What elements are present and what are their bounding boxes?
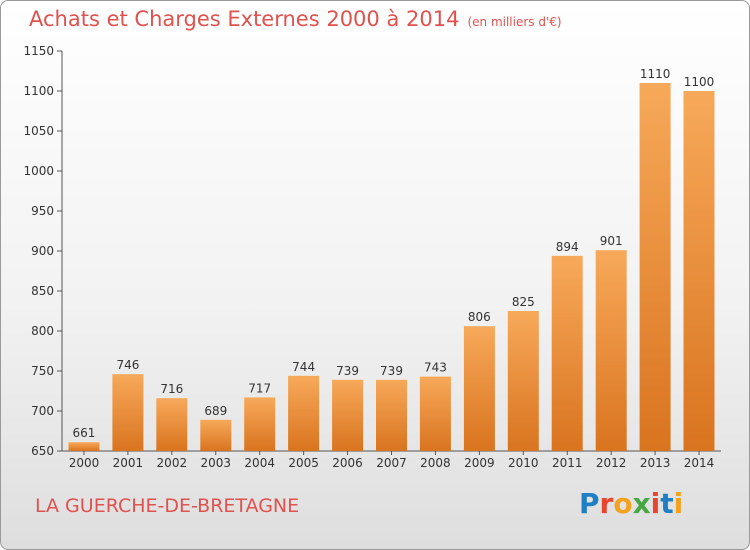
x-tick-label: 2012 — [596, 456, 627, 470]
bars — [68, 83, 715, 451]
y-tick-label: 1150 — [23, 44, 54, 58]
y-tick-label: 650 — [31, 444, 54, 458]
logo-letter: r — [599, 487, 614, 520]
y-tick-label: 1050 — [23, 124, 54, 138]
x-tick-label: 2000 — [69, 456, 100, 470]
location-name: LA GUERCHE-DE-BRETAGNE — [35, 495, 300, 517]
y-tick-label: 950 — [31, 204, 54, 218]
logo-letter: x — [632, 487, 651, 520]
y-tick-label: 700 — [31, 404, 54, 418]
bar-2014 — [683, 91, 715, 451]
x-tick-label: 2014 — [684, 456, 715, 470]
y-tick-label: 750 — [31, 364, 54, 378]
bar-2006 — [332, 379, 364, 451]
x-tick-label: 2006 — [332, 456, 363, 470]
bar-2011 — [551, 255, 583, 451]
bar-2001 — [112, 374, 144, 451]
data-label: 746 — [116, 358, 139, 372]
data-label: 661 — [73, 426, 96, 440]
bar-2004 — [244, 397, 276, 451]
y-tick-label: 850 — [31, 284, 54, 298]
x-tick-label: 2011 — [552, 456, 583, 470]
title-unit: (en milliers d'€) — [467, 15, 562, 29]
logo-letter: P — [579, 487, 600, 520]
logo-letter: t — [660, 487, 674, 520]
bar-2008 — [419, 376, 451, 451]
x-tick-label: 2003 — [200, 456, 231, 470]
logo-letter: i — [650, 487, 661, 520]
data-label: 744 — [292, 360, 315, 374]
data-label: 894 — [556, 240, 579, 254]
title-text: Achats et Charges Externes 2000 à 2014 — [29, 7, 460, 31]
data-label: 739 — [336, 364, 359, 378]
bar-2012 — [595, 250, 627, 451]
x-tick-label: 2010 — [508, 456, 539, 470]
bar-2005 — [288, 375, 320, 451]
y-tick-label: 1000 — [23, 164, 54, 178]
x-tick-label: 2009 — [464, 456, 495, 470]
bar-2000 — [68, 442, 100, 451]
proxiti-logo: Proxiti — [579, 487, 683, 520]
logo-letter: i — [673, 487, 684, 520]
bar-2013 — [639, 83, 671, 451]
data-label: 1100 — [684, 75, 715, 89]
x-tick-label: 2004 — [244, 456, 275, 470]
bar-2009 — [463, 326, 495, 451]
data-label: 825 — [512, 295, 535, 309]
data-label: 716 — [160, 382, 183, 396]
data-label: 743 — [424, 361, 447, 375]
bar-2010 — [507, 311, 539, 451]
bar-2002 — [156, 398, 188, 451]
data-label: 689 — [204, 404, 227, 418]
bar-2003 — [200, 419, 232, 451]
x-axis: 2000 2001 2002 2003 2004 2005 2006 2007 2008 2009… — [62, 450, 721, 470]
y-tick-label: 1100 — [23, 84, 54, 98]
data-label: 806 — [468, 310, 491, 324]
data-label: 739 — [380, 364, 403, 378]
data-label: 717 — [248, 381, 271, 395]
x-tick-label: 2002 — [157, 456, 188, 470]
x-tick-label: 2013 — [640, 456, 671, 470]
y-axis: 650 700 750 800 850 900 950 1000 1050 1100 1150 — [23, 44, 63, 458]
x-tick-label: 2007 — [376, 456, 407, 470]
chart-title: Achats et Charges Externes 2000 à 2014 (e… — [29, 7, 562, 31]
x-tick-label: 2005 — [288, 456, 319, 470]
x-tick-label: 2001 — [113, 456, 144, 470]
data-labels: 661 746 716 689 717 744 739 739 743 806 825 894 901 1… — [73, 67, 715, 440]
logo-letter: o — [613, 487, 633, 520]
data-label: 901 — [600, 234, 623, 248]
bar-2007 — [376, 379, 407, 451]
y-tick-label: 900 — [31, 244, 54, 258]
y-tick-label: 800 — [31, 324, 54, 338]
x-tick-label: 2008 — [420, 456, 451, 470]
data-label: 1110 — [640, 67, 671, 81]
